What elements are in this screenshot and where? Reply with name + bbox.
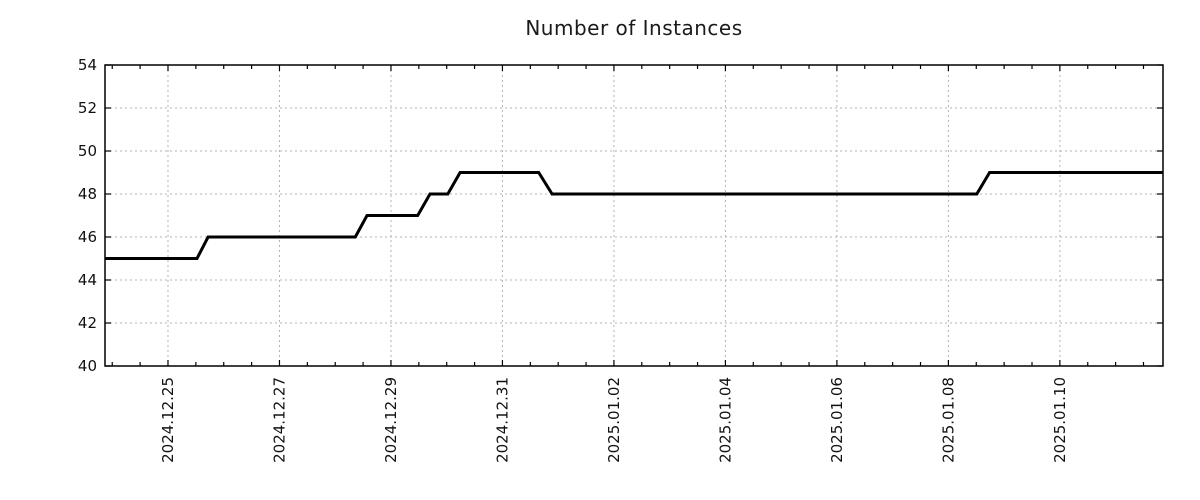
x-axis-label: 2024.12.25 — [159, 377, 177, 463]
x-axis-label: 2025.01.04 — [716, 377, 734, 463]
series-line — [105, 171, 1163, 260]
y-axis-label: 50 — [78, 142, 97, 160]
y-axis-label: 44 — [78, 271, 97, 289]
y-axis-label: 48 — [78, 185, 97, 203]
y-axis-label: 42 — [78, 314, 97, 332]
x-axis-label: 2025.01.10 — [1051, 377, 1069, 463]
y-axis-label: 52 — [78, 99, 97, 117]
y-axis-label: 46 — [78, 228, 97, 246]
chart-title: Number of Instances — [525, 16, 743, 40]
x-axis-label: 2025.01.08 — [939, 377, 957, 463]
y-axis-label: 40 — [78, 357, 97, 375]
x-axis-label: 2025.01.02 — [605, 377, 623, 463]
x-axis-label: 2025.01.06 — [828, 377, 846, 463]
plot-border — [104, 64, 1164, 367]
y-axis-label: 54 — [78, 56, 97, 74]
x-axis-label: 2024.12.29 — [382, 377, 400, 463]
x-axis-label: 2024.12.31 — [493, 377, 511, 463]
x-axis-label: 2024.12.27 — [270, 377, 288, 463]
